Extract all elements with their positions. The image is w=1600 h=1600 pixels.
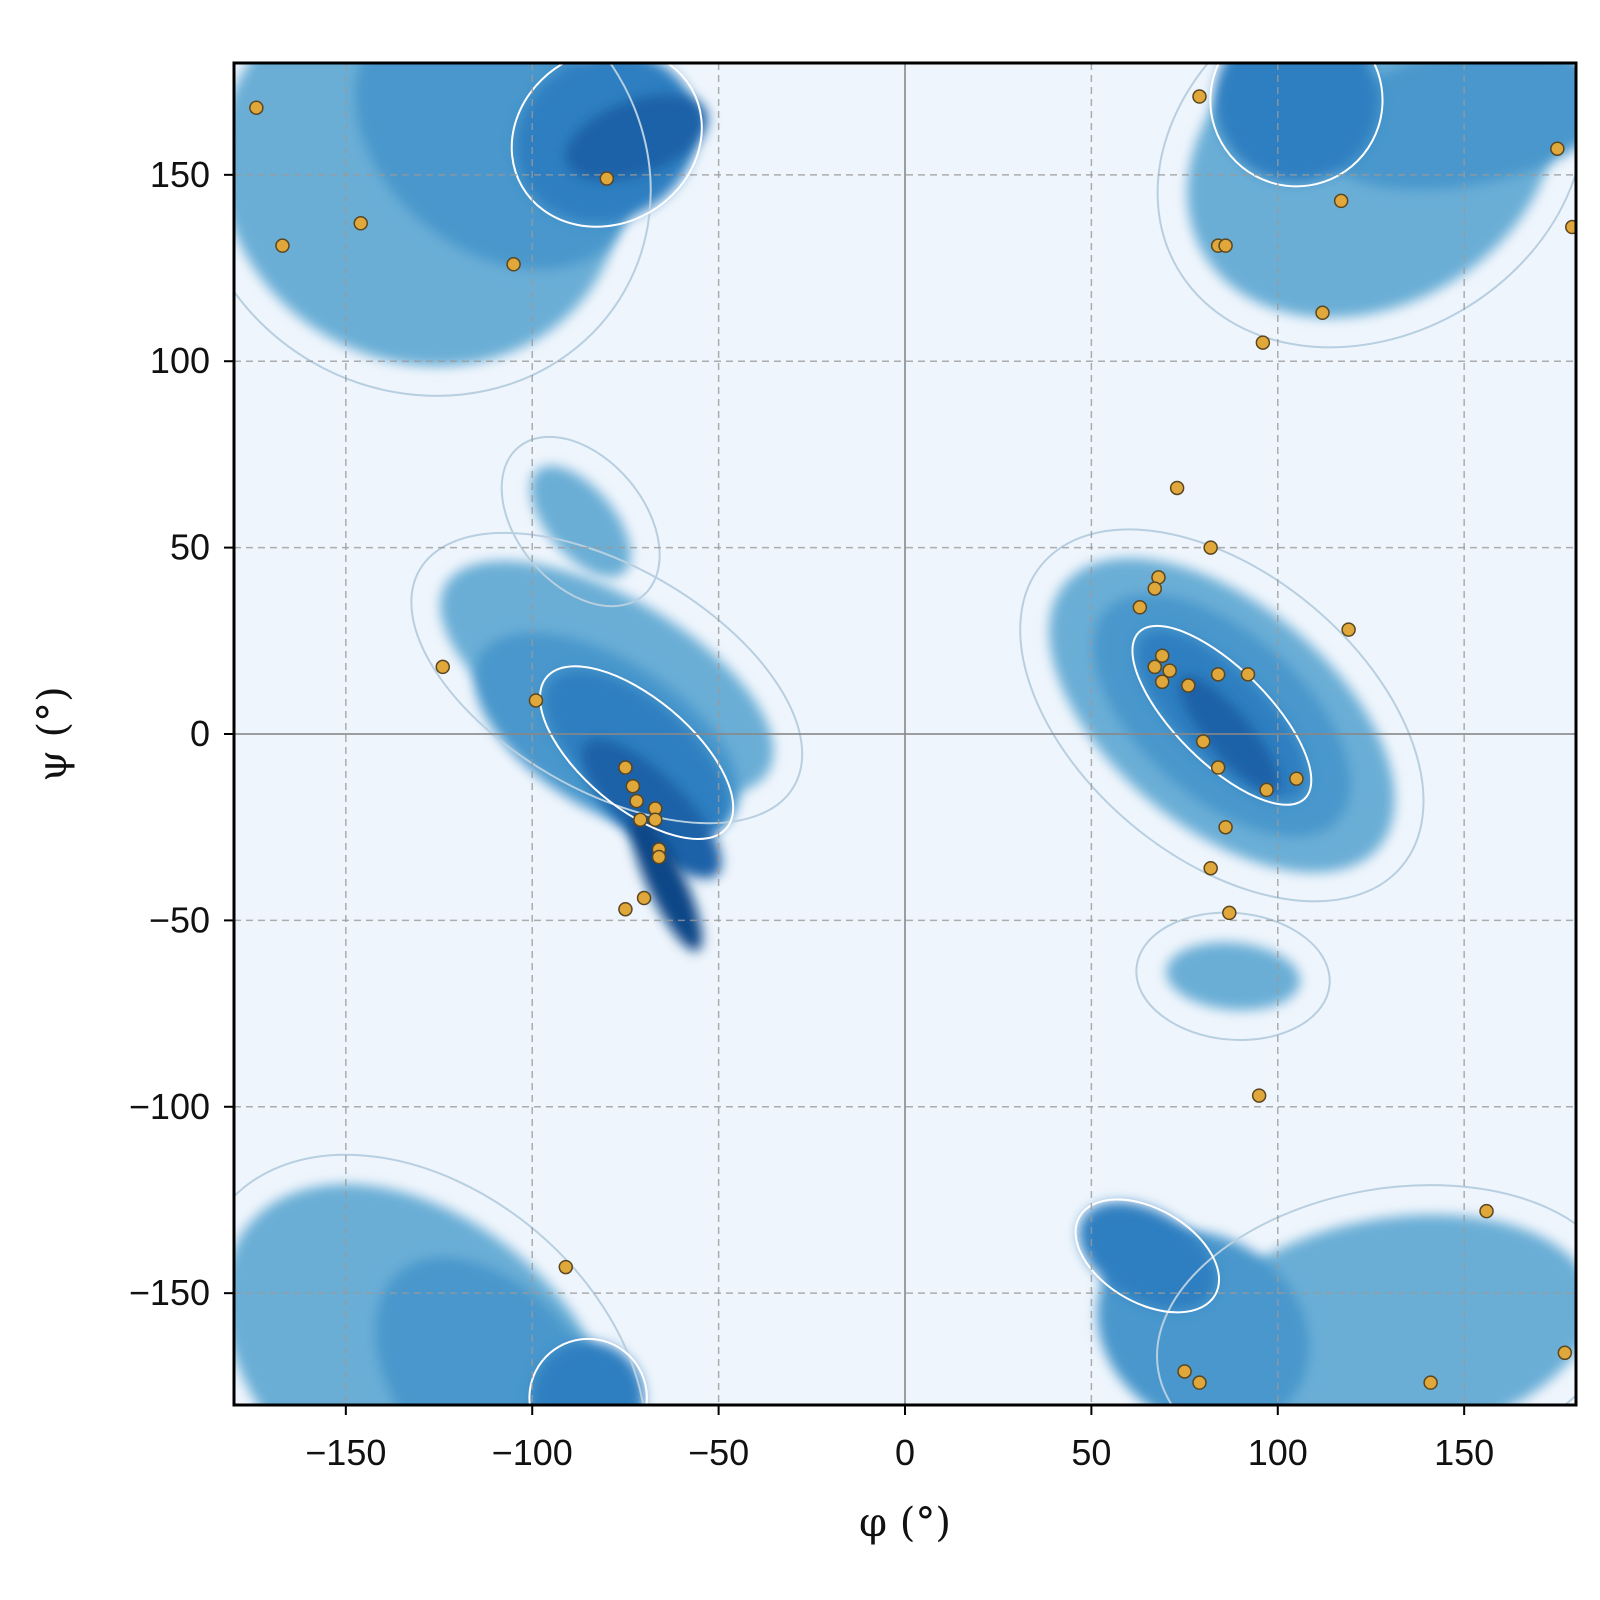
density-beta-sheet-bottom-level-2 xyxy=(532,1341,645,1405)
x-tick-label: −150 xyxy=(305,1432,386,1473)
data-point xyxy=(1192,89,1207,104)
y-tick-label: −50 xyxy=(149,899,210,940)
y-tick-label: 150 xyxy=(150,154,210,195)
data-point xyxy=(1132,600,1148,615)
grid-lines xyxy=(234,63,1576,1405)
data-point xyxy=(558,1259,574,1275)
data-points xyxy=(249,89,1576,1390)
contour-inner-beta-sheet-bottom xyxy=(528,1337,648,1405)
contour-lines xyxy=(234,63,1576,1405)
data-point xyxy=(1147,659,1163,675)
y-tick-label: −100 xyxy=(129,1086,210,1127)
data-point xyxy=(629,793,644,809)
x-axis-ticks: −150 −100 −50 0 50 100 150 xyxy=(305,1405,1494,1473)
data-point xyxy=(625,778,641,794)
data-point xyxy=(1251,1088,1267,1103)
x-tick-label: −100 xyxy=(492,1432,573,1473)
contour-outer-small-bridge xyxy=(500,435,661,608)
data-point xyxy=(1240,667,1256,682)
data-point xyxy=(647,812,663,827)
x-tick-label: 150 xyxy=(1434,1432,1494,1473)
x-tick-label: 0 xyxy=(895,1432,915,1473)
x-axis-label: φ (°) xyxy=(859,1500,951,1546)
contour-inner-right-handed-helix xyxy=(538,665,735,841)
density-left-tail-level-0 xyxy=(1166,942,1300,1011)
contour-outer-left-bottom xyxy=(1156,1184,1576,1405)
data-point xyxy=(1154,648,1170,663)
data-point xyxy=(1218,819,1233,835)
contour-outer-right-handed-helix xyxy=(410,531,804,825)
data-point xyxy=(1169,480,1185,496)
y-axis-label: ψ (°) xyxy=(30,686,76,781)
data-point xyxy=(1259,782,1274,798)
data-point xyxy=(275,238,290,253)
y-tick-label: 100 xyxy=(150,340,210,381)
contour-inner-left-bottom xyxy=(1074,1198,1221,1314)
data-point xyxy=(435,659,451,675)
data-point xyxy=(1289,771,1304,786)
data-point xyxy=(1479,1203,1494,1219)
contour-outer-beta-sheet-top xyxy=(234,63,652,397)
data-point xyxy=(1203,860,1218,876)
data-point xyxy=(1315,305,1330,321)
density-heatmap xyxy=(234,63,1576,1405)
data-point xyxy=(1557,1345,1573,1361)
contour-inner-left-handed-helix xyxy=(1131,624,1313,806)
x-tick-label: 100 xyxy=(1248,1432,1308,1473)
y-axis-ticks: −150 −100 −50 0 50 100 150 xyxy=(129,154,234,1313)
data-point xyxy=(1162,663,1177,678)
data-point xyxy=(1255,335,1271,350)
data-point xyxy=(1210,667,1226,682)
contour-outer-left-top xyxy=(1156,63,1576,349)
data-point xyxy=(1423,1375,1438,1390)
data-point xyxy=(599,171,615,186)
data-point xyxy=(1550,141,1565,156)
data-point xyxy=(618,760,633,775)
data-point xyxy=(1181,678,1196,693)
density-beta-sheet-top-level-3 xyxy=(565,94,708,181)
contour-outer-left-tail xyxy=(1135,911,1331,1041)
contour-outer-left-handed-helix xyxy=(1019,528,1425,903)
data-point xyxy=(651,849,667,865)
contour-inner-beta-sheet-top xyxy=(510,63,703,228)
y-tick-label: −150 xyxy=(129,1272,210,1313)
data-point xyxy=(506,257,521,272)
y-tick-label: 0 xyxy=(190,713,210,754)
data-point xyxy=(353,216,368,231)
data-point xyxy=(1210,760,1226,775)
data-point xyxy=(528,693,544,708)
density-left-bottom-level-2 xyxy=(1078,1202,1216,1310)
y-tick-label: 50 xyxy=(170,527,210,568)
density-left-top-level-2 xyxy=(1214,63,1379,183)
data-point xyxy=(1177,1364,1192,1379)
data-point xyxy=(633,812,648,827)
contour-outer-beta-sheet-bottom xyxy=(234,1153,648,1405)
density-small-bridge-level-0 xyxy=(530,465,631,578)
data-point xyxy=(1147,581,1163,596)
contour-inner-left-top xyxy=(1209,63,1384,188)
data-point xyxy=(618,901,633,917)
x-tick-label: 50 xyxy=(1071,1432,1111,1473)
data-point xyxy=(1218,238,1233,253)
density-beta-sheet-bottom-level-1 xyxy=(375,1257,615,1405)
density-right-handed-helix-level-4 xyxy=(630,815,703,952)
data-point xyxy=(1203,540,1218,555)
data-point xyxy=(1195,734,1211,749)
data-point xyxy=(636,890,652,906)
data-point xyxy=(249,100,264,115)
data-point xyxy=(1333,193,1349,209)
data-point xyxy=(1192,1375,1207,1390)
density-left-top-level-1 xyxy=(1316,63,1576,190)
data-point xyxy=(1565,219,1576,235)
data-point xyxy=(1341,622,1356,637)
data-point xyxy=(1154,674,1170,690)
data-point xyxy=(1222,905,1237,921)
x-tick-label: −50 xyxy=(688,1432,749,1473)
